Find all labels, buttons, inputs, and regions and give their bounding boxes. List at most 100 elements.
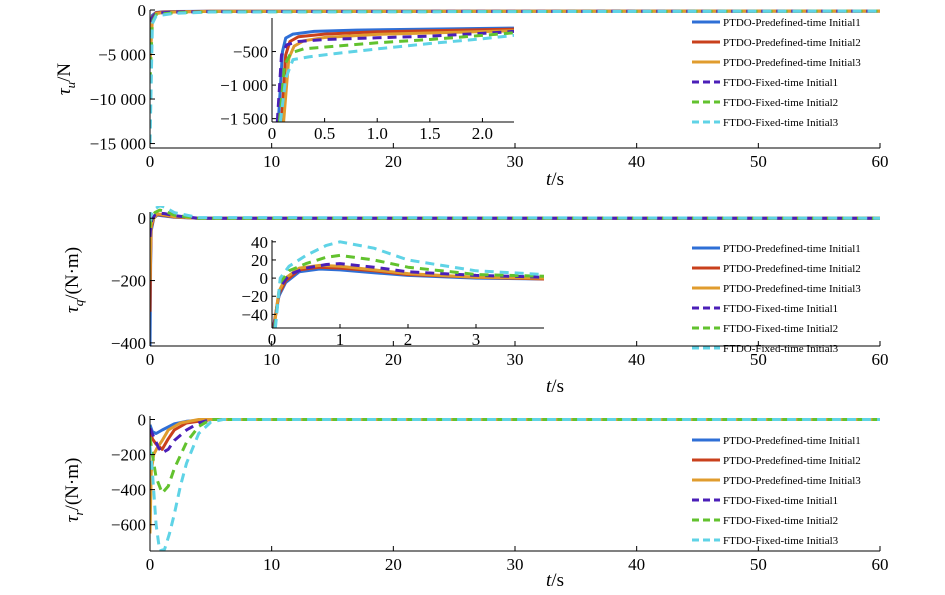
legend-entry: FTDO-Fixed-time Initial1 <box>723 77 838 89</box>
series-line-1 <box>150 418 880 435</box>
inset-series-line-4 <box>275 29 514 122</box>
x-axis-symbol: t <box>546 570 552 591</box>
inset-series-line-4 <box>272 262 544 328</box>
legend-entry: PTDO-Predefined-time Initial3 <box>723 283 861 295</box>
x-tick-label: 30 <box>507 350 524 369</box>
x-tick-label: 0 <box>146 350 155 369</box>
y-tick-label: 0 <box>138 209 147 228</box>
y-tick-label: −200 <box>111 446 146 465</box>
inset-series-line-2 <box>280 27 514 122</box>
x-axis-unit: /s <box>551 376 564 397</box>
legend-entry: FTDO-Fixed-time Initial3 <box>723 343 839 355</box>
inset-background <box>272 240 544 328</box>
inset-series-line-5 <box>277 31 514 122</box>
x-tick-label: 40 <box>628 152 645 171</box>
x-tick-label: 20 <box>385 152 402 171</box>
inset-x-tick-label: 1 <box>336 330 345 349</box>
x-tick-label: 10 <box>263 555 280 574</box>
legend-entry: FTDO-Fixed-time Initial2 <box>723 97 838 109</box>
x-tick-label: 60 <box>872 350 889 369</box>
x-tick-label: 50 <box>750 152 767 171</box>
inset-x-tick-label: 1.5 <box>419 124 440 143</box>
legend-entry: FTDO-Fixed-time Initial2 <box>723 515 838 527</box>
x-tick-label: 10 <box>263 350 280 369</box>
x-axis-symbol: t <box>546 169 552 190</box>
inset-y-tick-label: −20 <box>241 287 268 306</box>
inset-series-line-6 <box>273 240 544 328</box>
inset-y-tick-label: −40 <box>241 305 268 324</box>
y-axis-unit: /N <box>54 63 75 82</box>
series-line-6 <box>150 418 880 551</box>
inset-series-line-3 <box>272 263 544 328</box>
x-tick-label: 50 <box>750 350 767 369</box>
panel-tau-r: 0 10 20 30 40 50 60 0 −200 −400 −600 t/s τr/(N·m) PTD… <box>62 411 889 591</box>
legend-entry: FTDO-Fixed-time Initial1 <box>723 303 838 315</box>
y-axis-label: τu/N <box>54 63 78 96</box>
inset-x-tick-label: 2.0 <box>472 124 493 143</box>
x-axis-label: t/s <box>546 169 564 190</box>
x-tick-label: 20 <box>385 555 402 574</box>
inset-series-line-1 <box>276 26 514 122</box>
x-tick-label: 40 <box>628 350 645 369</box>
series-line-4 <box>150 418 880 455</box>
legend-entry: FTDO-Fixed-time Initial2 <box>723 323 838 335</box>
y-axis-unit: /(N·m) <box>62 458 83 511</box>
y-tick-label: 0 <box>138 1 147 20</box>
legend-entry: FTDO-Fixed-time Initial3 <box>723 535 839 547</box>
x-tick-label: 60 <box>872 152 889 171</box>
inset-series-line-5 <box>273 253 544 328</box>
series-group <box>150 206 880 346</box>
inset-y-tick-label: −1 500 <box>220 110 268 129</box>
inset-x-tick-label: 0 <box>268 124 277 143</box>
x-axis-label: t/s <box>546 570 564 591</box>
series-line-5 <box>150 418 880 495</box>
x-axis-unit: /s <box>551 570 564 591</box>
y-tick-label: −400 <box>111 481 146 500</box>
legend-entry: FTDO-Fixed-time Initial1 <box>723 495 838 507</box>
x-axis-unit: /s <box>551 169 564 190</box>
inset-y-tick-label: 40 <box>251 233 268 252</box>
inset-x-tick-label: 0.5 <box>314 124 335 143</box>
legend: PTDO-Predefined-time Initial1 PTDO-Predef… <box>692 17 861 129</box>
y-axis-subscript: u <box>63 81 78 88</box>
y-tick-label: −15 000 <box>90 135 146 154</box>
series-line-6 <box>150 9 880 144</box>
inset-x-tick-label: 3 <box>472 330 481 349</box>
inset-series-group <box>272 240 544 328</box>
y-tick-label: −200 <box>111 272 146 291</box>
y-axis-subscript: q <box>71 299 86 306</box>
x-tick-label: 30 <box>507 152 524 171</box>
x-tick-label: 60 <box>872 555 889 574</box>
x-axis-label: t/s <box>546 376 564 397</box>
inset-y-tick-label: −500 <box>233 43 268 62</box>
x-axis-symbol: t <box>546 376 552 397</box>
inset-x-tick-label: 0 <box>268 330 277 349</box>
panel-tau-u: 0 10 20 30 40 50 600−5 000−10 000−15 000t/sτu/… <box>54 1 889 190</box>
series-group <box>150 418 880 551</box>
y-tick-label: −600 <box>111 516 146 535</box>
inset-y-tick-label: 0 <box>260 269 269 288</box>
y-axis-symbol: τ <box>54 87 75 95</box>
series-line-6 <box>150 206 880 222</box>
inset-series-group <box>275 26 514 122</box>
legend-entry: FTDO-Fixed-time Initial3 <box>723 117 839 129</box>
inset-x-tick-label: 2 <box>404 330 413 349</box>
legend-entry: PTDO-Predefined-time Initial3 <box>723 57 861 69</box>
x-tick-label: 20 <box>385 350 402 369</box>
series-group <box>150 9 880 144</box>
y-axis-label: τq/(N·m) <box>62 247 86 313</box>
legend: PTDO-Predefined-time Initial1 PTDO-Predef… <box>692 435 861 547</box>
y-tick-label: −10 000 <box>90 90 146 109</box>
x-tick-label: 10 <box>263 152 280 171</box>
y-axis-symbol: τ <box>62 305 83 313</box>
legend-entry: PTDO-Predefined-time Initial3 <box>723 475 861 487</box>
y-tick-label: 0 <box>138 411 147 430</box>
y-axis-unit: /(N·m) <box>62 247 83 300</box>
x-tick-label: 30 <box>507 555 524 574</box>
x-tick-label: 0 <box>146 555 155 574</box>
y-axis-subscript: r <box>71 510 86 516</box>
inset-plot: 0 0.5 1.0 1.5 2.0 −500 −1 000 −1 500 <box>220 18 514 143</box>
